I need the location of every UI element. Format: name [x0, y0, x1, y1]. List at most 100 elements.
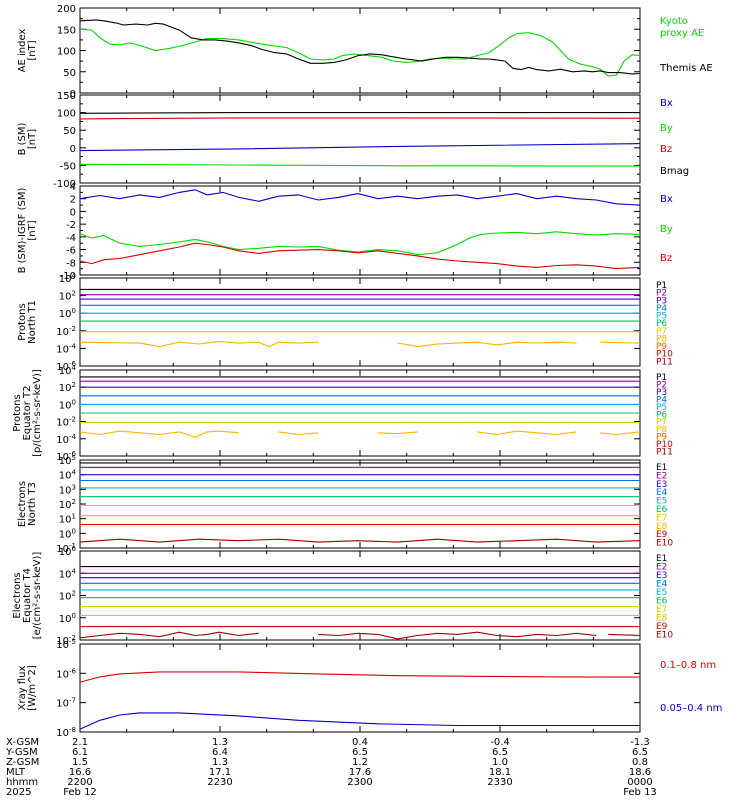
footer-value: 6.4: [212, 747, 228, 758]
y-tick-label: 100: [59, 527, 76, 540]
footer-value: 17.6: [349, 767, 371, 778]
series-line-p8: [278, 431, 319, 436]
y-axis-label: Protons: [17, 303, 28, 340]
y-tick-label: 102: [59, 381, 76, 394]
y-tick-label: -50: [60, 161, 76, 172]
series-line-bz: [79, 242, 641, 270]
legend-entry: Bz: [660, 253, 672, 264]
footer-value: 6.5: [632, 747, 648, 758]
y-axis-label: [nT]: [27, 40, 38, 60]
legend-entry: E9: [656, 622, 668, 632]
y-tick-label: 10-5: [56, 638, 76, 651]
footer-value: 1.3: [212, 737, 228, 748]
legend-entry: P10: [656, 440, 673, 450]
footer-value: 1.0: [492, 757, 508, 768]
y-tick-label: 10-6: [56, 360, 76, 373]
y-axis-label: B (SM)-IGRF (SM): [17, 188, 28, 274]
y-axis-label: [nT]: [27, 220, 38, 240]
y-tick-label: 10-6: [56, 450, 76, 463]
panel-frame: [79, 185, 641, 276]
y-tick-label: 10-6: [56, 667, 76, 680]
legend-entry: Bz: [660, 144, 672, 155]
footer-value: 6.5: [352, 747, 368, 758]
y-tick-label: -100: [53, 179, 76, 190]
y-axis-label: Xray flux: [17, 666, 28, 711]
footer-value: 18.6: [629, 767, 651, 778]
panel-frame: [79, 7, 641, 94]
y-tick-label: 100: [57, 47, 76, 58]
series-line-p8: [79, 430, 239, 438]
legend-entry: P11: [656, 357, 673, 367]
series-line-themis-ae: [79, 19, 641, 75]
footer-value: 18.1: [489, 767, 511, 778]
legend-entry: By: [660, 224, 673, 235]
footer-value: Feb 13: [623, 787, 657, 798]
legend-entry: P7: [656, 418, 667, 428]
footer-value: Feb 12: [63, 787, 97, 798]
footer-value: 6.5: [492, 747, 508, 758]
panel-frame: [79, 643, 641, 733]
y-tick-label: 4: [70, 182, 76, 193]
panel-pn: 10-6 10-4 10-2 100 102 104 Protons North T1 P1P2…: [17, 272, 673, 373]
y-tick-label: 0: [70, 144, 76, 155]
series-line-p8: [397, 341, 577, 348]
legend-entry: E3: [656, 480, 667, 490]
footer-value: -1.3: [630, 737, 650, 748]
legend-entry: E3: [656, 571, 667, 581]
legend-entry: P4: [656, 395, 667, 405]
legend-entry: E1: [656, 463, 667, 473]
panel-pe: 10-6 10-4 10-2 100 102 104 Protons Equator T2 [p…: [12, 364, 673, 463]
legend-entry: E10: [656, 539, 673, 549]
legend-entry: E1: [656, 554, 667, 564]
series-line-by: [79, 163, 641, 167]
y-tick-label: 101: [59, 513, 76, 526]
y-axis-label: Equator T4: [22, 568, 33, 623]
y-tick-label: 10-4: [56, 342, 76, 355]
footer-row-label: X-GSM: [6, 737, 39, 748]
y-tick-label: 50: [63, 126, 76, 137]
y-tick-label: 104: [59, 567, 77, 580]
legend-entry: P3: [656, 388, 667, 398]
legend-entry: proxy AE: [660, 28, 704, 39]
footer-value: 2330: [487, 777, 512, 788]
series-line-e10: [79, 631, 259, 639]
legend-entry: E7: [656, 605, 667, 615]
footer-value: 2200: [67, 777, 92, 788]
series-line-p8: [600, 341, 641, 344]
panel-bigrf: -10 -8-6 -4 -2 02 4 B (SM)-IGRF (SM) [nT] Bx By Bz: [17, 182, 673, 282]
footer-value: 16.6: [69, 767, 91, 778]
y-axis-label: [p/(cm²-s-sr-keV)]: [32, 369, 43, 457]
legend-entry: P10: [656, 350, 673, 360]
y-axis-label: AE index: [17, 29, 28, 73]
y-tick-label: 10-8: [56, 726, 76, 739]
footer-value: 17.1: [209, 767, 231, 778]
series-line-bx: [79, 143, 641, 152]
legend-entry: P8: [656, 425, 667, 435]
y-axis-label: Equator T2: [22, 386, 33, 441]
footer-value: 1.3: [212, 757, 228, 768]
footer-row-label: hhmm: [6, 777, 38, 788]
y-axis-label: Electrons: [17, 481, 28, 527]
footer-value: 6.1: [72, 747, 88, 758]
y-tick-label: -8: [66, 258, 76, 269]
y-tick-label: 0: [70, 207, 76, 218]
y-tick-label: 100: [59, 612, 76, 625]
footer-value: 2.1: [72, 737, 88, 748]
y-tick-label: 102: [59, 590, 76, 603]
series-line-bz: [79, 117, 641, 120]
legend-entry: P2: [656, 380, 667, 390]
footer-value: 1.2: [352, 757, 368, 768]
legend-entry: Kyoto: [660, 16, 688, 27]
footer-value: 2300: [347, 777, 372, 788]
legend-entry: P6: [656, 410, 667, 420]
legend-entry: 0.1–0.8 nm: [660, 660, 716, 671]
y-tick-label: 10-7: [56, 697, 76, 710]
legend-entry: Bx: [660, 98, 673, 109]
legend-entry: E7: [656, 513, 667, 523]
series-line-0-1-0-8-nm: [79, 671, 641, 683]
y-axis-label: [nT]: [27, 129, 38, 149]
series-line-p8: [600, 431, 641, 436]
y-tick-label: 102: [59, 290, 76, 303]
